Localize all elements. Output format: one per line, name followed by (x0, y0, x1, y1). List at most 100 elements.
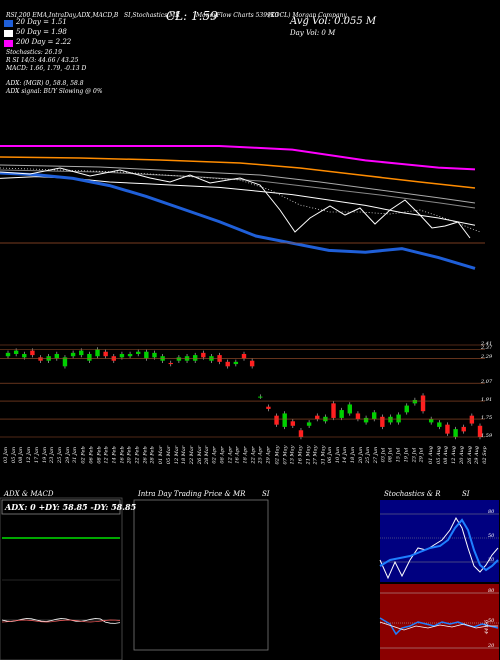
candle (95, 349, 100, 357)
stochastics-stat: Stochastics: 26.19 (6, 49, 62, 56)
macd-stat: MACD: 1.66, 1.79, -0.13 D (6, 65, 87, 72)
date-tick-label: 25 Jan (57, 446, 64, 464)
price-tick-label: 2.29 (481, 354, 493, 361)
date-tick-label: 22 Mar (189, 445, 196, 465)
price-tick-label: 2.41 (481, 341, 493, 347)
symbol-line: (KOCL) Morgan Company (268, 12, 347, 19)
candle (192, 355, 198, 361)
rsi-tick-20: 20 (488, 643, 495, 649)
adx-signal: ADX signal: BUY Slowing @ 0% (6, 88, 103, 95)
date-tick-label: 08 Apr (219, 446, 226, 464)
date-tick-label: 22 Apr (250, 446, 257, 464)
ema-line-2 (0, 171, 476, 270)
date-tick-label: 29 Apr (265, 446, 272, 464)
candle (136, 351, 141, 354)
candle (127, 353, 133, 357)
price-tick-label: 2.37 (481, 345, 493, 352)
candle (477, 425, 483, 437)
date-tick-label: 12 Feb (103, 446, 110, 464)
candle (282, 413, 287, 427)
legend-swatch-20 (4, 20, 13, 27)
candle (70, 352, 76, 357)
date-tick-label: 12 Aug (451, 446, 458, 464)
date-tick-label: 05 Aug (435, 446, 442, 464)
date-tick-label: 23 Jan (49, 446, 56, 464)
date-tick-label: 20 Feb (127, 446, 133, 464)
date-tick-label: 19 Jul (403, 447, 410, 463)
date-tick-label: 26 Aug (466, 446, 473, 464)
intraday-panel (133, 499, 269, 651)
date-tick-label: 23 Jul (411, 447, 417, 463)
adx-panel (0, 497, 123, 660)
date-tick-label: 12 Mar (173, 445, 180, 465)
candle (315, 415, 320, 420)
date-tick-label: 16 May (297, 445, 304, 465)
candle (201, 352, 206, 358)
candle (258, 396, 263, 398)
candle (420, 395, 426, 412)
date-tick-label: 03 Jan (3, 446, 10, 464)
adx-panel-title: ADX & MACD (4, 490, 54, 498)
stoch-tick-80: 80 (488, 509, 495, 515)
date-tick-label: 08 Aug (443, 446, 450, 464)
date-tick-label: 13 May (289, 445, 296, 465)
date-tick-label: 07 May (281, 445, 288, 465)
price-tick-label: 1.75 (481, 415, 493, 422)
date-tick-label: 06 Feb (88, 446, 95, 464)
legend-swatch-200 (4, 40, 13, 47)
candle (298, 430, 304, 437)
dotted-line (0, 167, 481, 233)
candle (103, 351, 108, 357)
date-tick-label: 27 Jun (373, 446, 380, 464)
date-tick-label: 03 Jul (380, 447, 387, 463)
candle (388, 416, 393, 423)
date-tick-label: 26 Mar (196, 445, 203, 465)
date-tick-label: 16 Apr (234, 446, 241, 464)
price-grid (0, 344, 485, 438)
candle (396, 414, 401, 423)
date-tick-label: 08 Feb (96, 446, 103, 464)
date-tick-label: 08 Jan (18, 446, 25, 464)
date-tick-label: 25 Jun (365, 446, 372, 464)
candle (306, 422, 312, 426)
intraday-panel-title: Intra Day Trading Price & MR (138, 490, 246, 498)
orange-line (0, 156, 476, 189)
candle (54, 353, 60, 359)
candle (428, 419, 434, 423)
rsi-value: 44.66 (484, 619, 491, 635)
candle (469, 415, 475, 424)
stoch-k-line (379, 516, 499, 580)
candle (380, 416, 385, 427)
price-tick-label: 1.59 (481, 433, 493, 439)
candle (22, 353, 27, 358)
stoch-label: SI,Stochastics,MR (124, 12, 180, 19)
date-tick-label: 01 Mar (158, 445, 165, 465)
candle (152, 352, 157, 358)
candle (62, 357, 68, 367)
macd-signal (1, 619, 121, 623)
rsi-line (379, 617, 499, 636)
date-tick-label: 02 Feb (80, 446, 87, 464)
date-tick-label: 10 Jun (334, 446, 341, 464)
date-tick-label: 28 Feb (150, 446, 157, 464)
candle (372, 412, 377, 420)
candle (168, 362, 173, 365)
candle (249, 360, 255, 367)
stoch-panel (379, 500, 499, 582)
date-tick-label: 29 Jan (64, 446, 71, 464)
date-tick-label: 14 Feb (111, 446, 118, 464)
date-tick-label: 02 Sep (481, 446, 488, 464)
stoch-tick-20: 20 (488, 557, 495, 563)
date-tick-label: 18 Jun (350, 446, 357, 464)
date-tick-label: 29 Aug (474, 446, 481, 464)
day-vol: Day Vol: 0 M (290, 29, 336, 37)
candle (331, 403, 336, 418)
candle (412, 399, 418, 404)
date-tick-label: 05 Mar (166, 445, 173, 465)
stoch-d-line (379, 518, 499, 572)
date-tick-label: 12 Jan (26, 446, 33, 464)
candle (355, 413, 361, 420)
date-tick-label: 16 Feb (119, 446, 126, 464)
price-tick-label: 1.91 (481, 397, 493, 404)
